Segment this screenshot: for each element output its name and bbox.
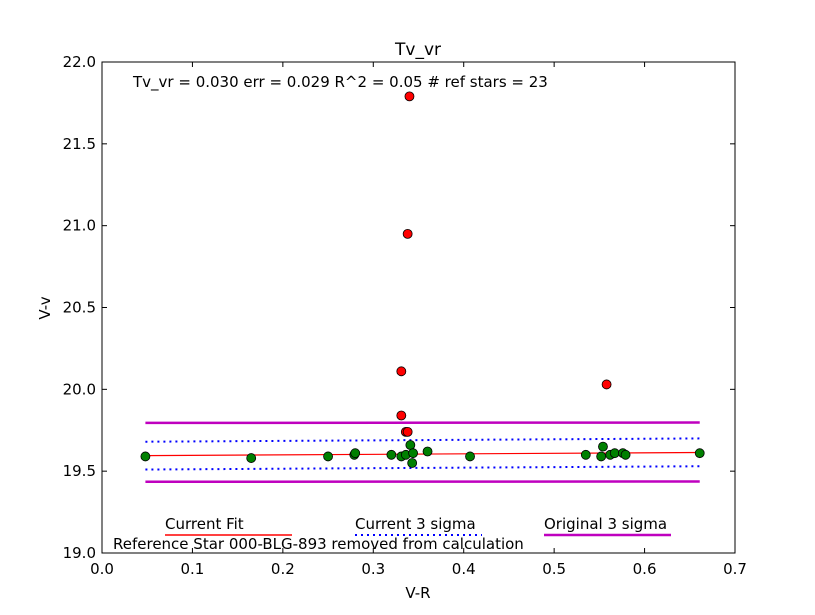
x-tick-label: 0.7 <box>723 560 747 578</box>
used-point <box>580 449 591 460</box>
rejected-point <box>396 410 407 421</box>
plot-frame <box>101 61 736 554</box>
used-point <box>620 449 631 460</box>
used-point <box>140 451 151 462</box>
used-point <box>408 448 418 459</box>
used-point <box>246 453 257 463</box>
x-tick-label: 0.6 <box>633 560 657 578</box>
used-point <box>596 451 607 462</box>
used-point <box>405 440 416 450</box>
y-tick-label: 20.5 <box>63 299 96 317</box>
x-tick-label: 0.0 <box>90 560 114 578</box>
used-point <box>694 448 705 459</box>
x-tick-label: 0.2 <box>271 560 295 578</box>
current-sigma-lower-line <box>145 465 700 471</box>
used-point <box>598 441 608 452</box>
y-tick-label: 19.0 <box>63 544 96 562</box>
legend-current-sigma: Current 3 sigma <box>355 515 476 533</box>
used-point <box>350 448 361 459</box>
rejected-point <box>601 379 612 390</box>
x-tick-label: 0.4 <box>452 560 476 578</box>
y-tick-label: 22.0 <box>63 53 96 71</box>
y-axis-label: V-v <box>36 296 54 319</box>
rejected-point <box>402 228 413 239</box>
footnote: Reference Star 000-BLG-893 removed from … <box>113 535 524 553</box>
used-point <box>323 451 333 462</box>
current-sigma-upper-line <box>145 437 700 443</box>
rejected-point <box>396 366 407 377</box>
y-tick-label: 21.5 <box>63 135 96 153</box>
used-point <box>465 451 475 462</box>
rejected-point <box>402 426 413 437</box>
x-tick-label: 0.3 <box>361 560 385 578</box>
y-tick-label: 19.5 <box>63 462 96 480</box>
legend-original-sigma: Original 3 sigma <box>544 515 667 533</box>
x-tick-label: 0.5 <box>542 560 566 578</box>
used-point <box>422 446 433 457</box>
y-tick-label: 21.0 <box>63 217 96 235</box>
y-tick-label: 20.0 <box>63 380 96 398</box>
chart-title: Tv_vr <box>394 40 441 60</box>
used-point <box>386 449 397 460</box>
x-tick-label: 0.1 <box>180 560 204 578</box>
rejected-point <box>404 91 415 102</box>
annotation: Tv_vr = 0.030 err = 0.029 R^2 = 0.05 # r… <box>132 73 548 92</box>
x-axis-label: V-R <box>405 584 430 602</box>
used-point <box>407 458 418 468</box>
legend-current-fit: Current Fit <box>165 515 244 533</box>
used-point <box>609 448 620 459</box>
